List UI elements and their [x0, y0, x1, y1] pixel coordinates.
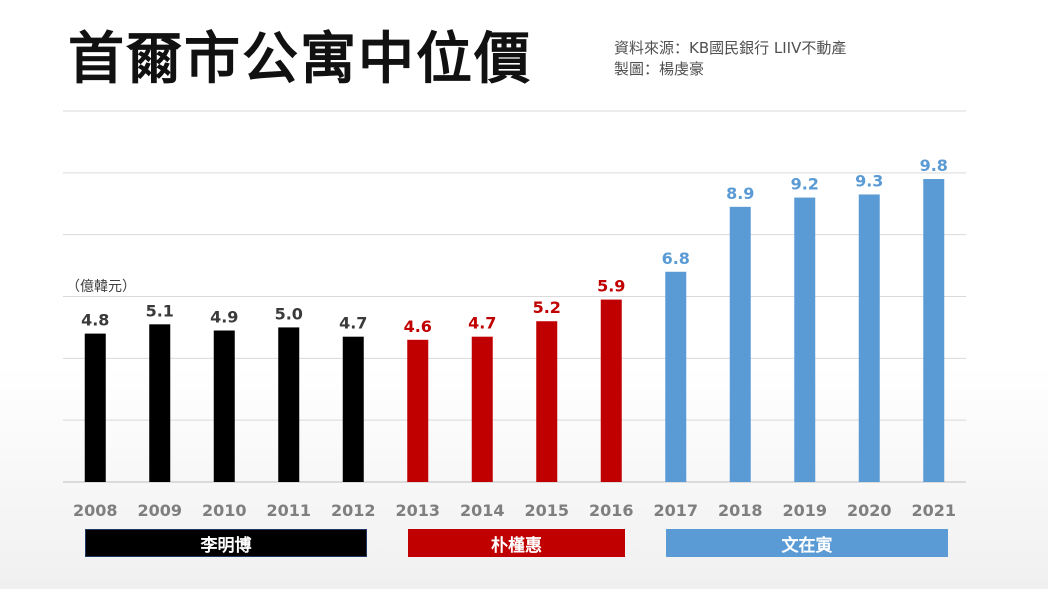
period-bar-moon-jae-in: 文在寅 [666, 529, 948, 557]
bar-2008 [84, 333, 106, 482]
x-tick-2012: 2012 [331, 501, 376, 520]
x-tick-2013: 2013 [395, 501, 440, 520]
x-tick-2021: 2021 [911, 501, 956, 520]
x-tick-2008: 2008 [73, 501, 118, 520]
bar-2016 [600, 299, 622, 482]
bar-2010 [213, 330, 235, 482]
x-tick-labels: 2008 2009 2010 2011 2012 2013 2014 2015 2016 2017… [73, 501, 956, 520]
value-labels: 4.8 5.1 4.9 5.0 4.7 4.6 4.7 5.2 5.9 6.8 8.9 9.2 9.3 9… [81, 156, 948, 336]
bar-2019 [794, 197, 816, 483]
gridlines [63, 110, 966, 483]
value-label-2008: 4.8 [81, 311, 109, 330]
value-label-2017: 6.8 [662, 249, 690, 268]
x-tick-2020: 2020 [847, 501, 892, 520]
x-tick-2019: 2019 [782, 501, 827, 520]
bar-2013 [407, 339, 429, 482]
x-tick-2018: 2018 [718, 501, 763, 520]
x-tick-2014: 2014 [460, 501, 505, 520]
value-label-2016: 5.9 [597, 277, 625, 296]
period-label: 文在寅 [781, 535, 833, 556]
bar-2020 [858, 194, 880, 482]
x-tick-2010: 2010 [202, 501, 247, 520]
value-label-2012: 4.7 [339, 314, 367, 333]
value-label-2010: 4.9 [210, 308, 238, 327]
bar-2009 [149, 324, 171, 482]
credit-line: 製圖：楊虔豪 [614, 60, 705, 78]
value-label-2013: 4.6 [404, 317, 432, 336]
bar-2014 [471, 336, 493, 482]
x-tick-2017: 2017 [653, 501, 698, 520]
value-label-2014: 4.7 [468, 314, 496, 333]
x-tick-2015: 2015 [524, 501, 569, 520]
x-tick-2016: 2016 [589, 501, 634, 520]
period-label: 朴槿惠 [491, 535, 542, 556]
bar-2021 [923, 179, 945, 482]
bar-2015 [536, 321, 558, 482]
unit-label: （億韓元） [66, 279, 136, 295]
page-title: 首爾市公寓中位價 [68, 26, 532, 92]
source-line: 資料來源：KB國民銀行 LIIV不動產 [614, 39, 847, 57]
period-bar-park-geun-hye: 朴槿惠 [408, 529, 625, 557]
value-label-2011: 5.0 [275, 304, 303, 323]
value-label-2019: 9.2 [791, 175, 819, 194]
period-bar-lee-myung-bak: 李明博 [85, 529, 367, 557]
value-label-2020: 9.3 [855, 171, 883, 190]
bar-2018 [729, 206, 751, 482]
bar-2011 [278, 327, 300, 482]
value-label-2021: 9.8 [920, 156, 948, 175]
value-label-2015: 5.2 [533, 298, 561, 317]
bars [84, 179, 945, 483]
x-tick-2011: 2011 [266, 501, 311, 520]
value-label-2009: 5.1 [146, 301, 174, 320]
x-tick-2009: 2009 [137, 501, 182, 520]
period-label: 李明博 [200, 535, 252, 556]
bar-2017 [665, 271, 687, 482]
value-label-2018: 8.9 [726, 184, 754, 203]
bar-2012 [342, 336, 364, 482]
